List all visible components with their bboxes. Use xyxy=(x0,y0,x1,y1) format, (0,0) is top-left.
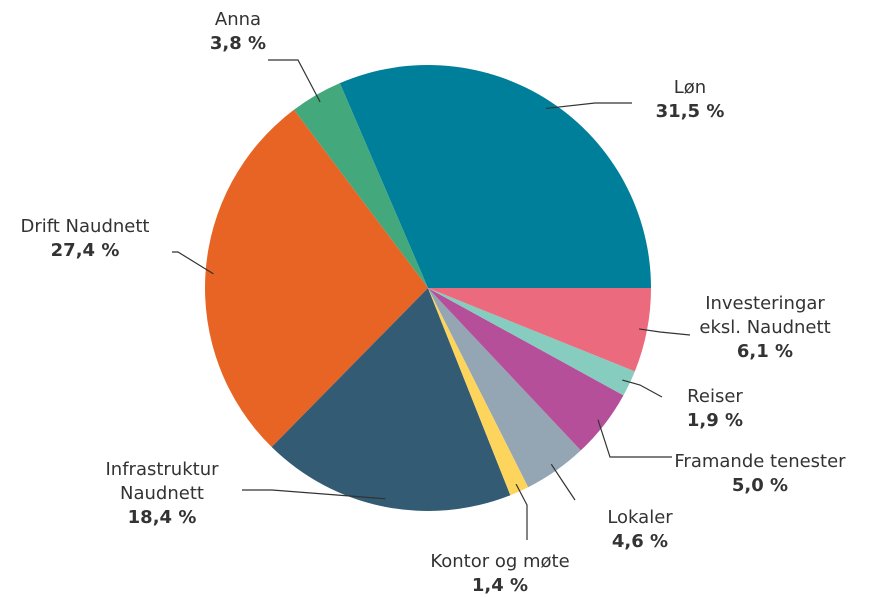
slice-label: Løn xyxy=(674,77,706,98)
slice-value: 3,8 % xyxy=(210,33,266,54)
leader-line xyxy=(546,102,632,110)
leader-line xyxy=(268,59,321,103)
slice-value: 5,0 % xyxy=(732,475,788,496)
leader-line xyxy=(550,463,576,501)
leader-line xyxy=(638,328,691,336)
leader-line xyxy=(597,419,672,458)
slice-value: 6,1 % xyxy=(737,341,793,362)
slice-label: Framande tenester xyxy=(674,451,846,472)
slice-label: Reiser xyxy=(687,386,743,407)
slice-value: 4,6 % xyxy=(612,531,668,552)
slice-value: 18,4 % xyxy=(128,507,197,528)
slice-label: Anna xyxy=(215,9,261,30)
slice-label: Drift Naudnett xyxy=(21,216,150,237)
leader-line xyxy=(242,489,386,500)
slice-value: 31,5 % xyxy=(656,101,725,122)
slice-label: Investeringar eksl. Naudnett xyxy=(699,293,830,338)
pie-slice xyxy=(428,288,635,396)
slice-label: Lokaler xyxy=(607,507,673,528)
slice-value: 27,4 % xyxy=(51,240,120,261)
slice-label: Kontor og møte xyxy=(430,551,569,572)
leader-line xyxy=(172,251,214,275)
pie-slice xyxy=(205,109,428,448)
slice-value: 1,9 % xyxy=(687,410,743,431)
pie-slice xyxy=(339,65,651,288)
pie-slice xyxy=(271,288,511,511)
pie-slice xyxy=(428,288,651,372)
pie-slice xyxy=(428,288,529,496)
leader-line xyxy=(515,483,528,540)
leader-line xyxy=(622,379,663,398)
pie-slice xyxy=(428,288,581,488)
slice-value: 1,4 % xyxy=(472,575,528,596)
pie-slice xyxy=(428,288,624,451)
slice-label: Infrastruktur Naudnett xyxy=(105,459,219,504)
pie-slice xyxy=(293,83,428,288)
